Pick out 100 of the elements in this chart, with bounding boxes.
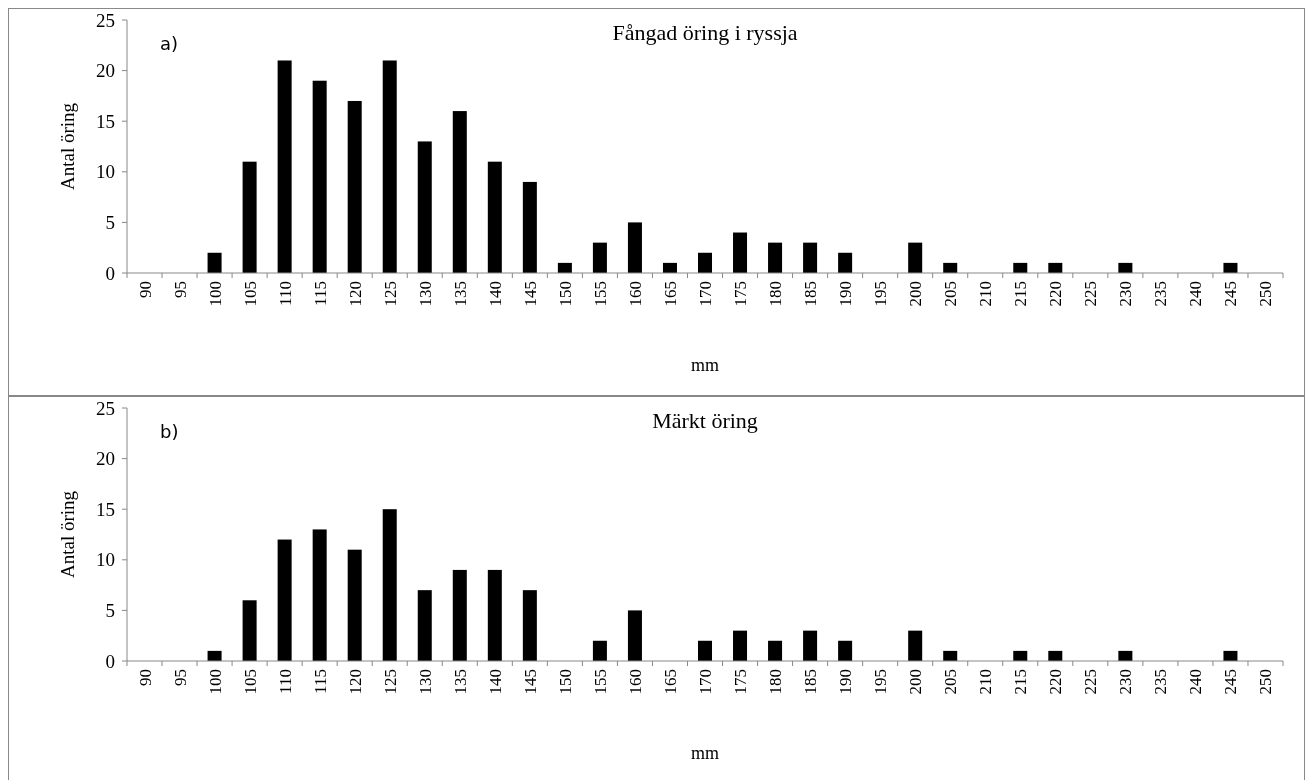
x-tick-label: 95 — [170, 281, 190, 298]
x-tick-label: 165 — [660, 281, 680, 307]
y-axis-title: Antal öring — [57, 490, 78, 579]
bar — [838, 252, 853, 273]
x-tick-label: 90 — [135, 281, 155, 298]
x-tick-label: 120 — [345, 669, 365, 695]
x-tick-label: 110 — [275, 669, 295, 694]
bar — [452, 569, 467, 661]
x-tick-label: 190 — [836, 669, 856, 695]
y-tick-label: 15 — [96, 110, 115, 132]
x-tick-label: 140 — [485, 281, 505, 307]
bar — [207, 252, 222, 273]
x-tick-label: 155 — [590, 669, 610, 695]
bar — [522, 590, 537, 661]
x-tick-label: 185 — [801, 669, 821, 695]
x-tick-label: 125 — [380, 669, 400, 695]
x-tick-label: 185 — [801, 281, 821, 307]
x-tick-label: 175 — [731, 281, 751, 307]
y-tick-label: 20 — [96, 448, 115, 470]
x-tick-label: 150 — [555, 281, 575, 307]
x-tick-label: 220 — [1046, 281, 1066, 307]
bar — [312, 529, 327, 661]
bar — [522, 181, 537, 273]
bar — [417, 141, 432, 273]
bar — [242, 600, 257, 661]
x-tick-label: 245 — [1221, 669, 1241, 695]
x-tick-label: 175 — [731, 669, 751, 695]
x-tick-label: 215 — [1011, 281, 1031, 307]
bar — [803, 630, 818, 661]
x-tick-label: 240 — [1186, 669, 1206, 695]
bar — [277, 60, 292, 273]
x-tick-label: 225 — [1081, 669, 1101, 695]
x-tick-label: 235 — [1151, 669, 1171, 695]
bar — [733, 232, 748, 273]
bar — [382, 60, 397, 273]
bar — [312, 80, 327, 273]
bar — [382, 509, 397, 661]
x-tick-label: 190 — [836, 281, 856, 307]
x-tick-label: 100 — [205, 281, 225, 307]
x-tick-label: 200 — [906, 669, 926, 695]
bar — [697, 640, 713, 661]
x-tick-label: 225 — [1081, 281, 1101, 307]
x-tick-label: 215 — [1011, 669, 1031, 695]
y-tick-label: 0 — [105, 262, 115, 284]
x-tick-label: 145 — [520, 281, 540, 307]
x-tick-label: 95 — [170, 669, 190, 686]
x-tick-label: 200 — [906, 281, 926, 307]
bar — [347, 549, 362, 661]
x-tick-label: 115 — [310, 669, 330, 694]
x-tick-label: 250 — [1256, 669, 1276, 695]
x-tick-label: 125 — [380, 281, 400, 307]
x-tick-label: 120 — [345, 281, 365, 307]
x-tick-label: 245 — [1221, 281, 1241, 307]
x-tick-label: 160 — [625, 281, 645, 307]
x-tick-label: 160 — [625, 669, 645, 695]
x-tick-label: 130 — [415, 281, 435, 307]
bar — [277, 539, 292, 661]
x-tick-label: 105 — [240, 669, 260, 695]
bar — [697, 252, 713, 273]
x-tick-label: 230 — [1116, 281, 1136, 307]
bar — [908, 242, 923, 273]
x-tick-label: 135 — [450, 281, 470, 307]
y-tick-label: 25 — [96, 9, 115, 31]
bar — [242, 161, 257, 273]
bar — [627, 610, 642, 661]
y-tick-label: 20 — [96, 60, 115, 82]
x-tick-label: 110 — [275, 281, 295, 306]
x-tick-label: 250 — [1256, 281, 1276, 307]
x-tick-label: 240 — [1186, 281, 1206, 307]
x-tick-label: 170 — [696, 669, 715, 695]
x-tick-label: 170 — [696, 281, 715, 307]
x-tick-label: 140 — [485, 669, 505, 695]
chart-title: Märkt öring — [652, 408, 758, 433]
x-tick-label: 150 — [555, 669, 575, 695]
x-tick-label: 180 — [766, 281, 786, 307]
bar — [487, 569, 502, 661]
bar — [452, 111, 467, 273]
y-tick-label: 0 — [105, 650, 115, 672]
x-axis-title: mm — [690, 743, 720, 763]
bar — [768, 242, 783, 273]
x-tick-label: 155 — [590, 281, 610, 307]
bar — [347, 100, 362, 273]
bar — [838, 640, 853, 661]
x-tick-label: 230 — [1116, 669, 1136, 695]
bar — [768, 640, 783, 661]
bar — [733, 630, 748, 661]
bar — [908, 630, 923, 661]
x-tick-label: 195 — [871, 281, 891, 307]
x-tick-label: 220 — [1046, 669, 1066, 695]
x-tick-label: 205 — [941, 669, 961, 695]
chart-title: Fångad öring i ryssja — [612, 20, 798, 45]
y-tick-label: 5 — [105, 212, 115, 234]
x-tick-label: 210 — [976, 281, 996, 307]
annotation: a) — [160, 33, 179, 54]
x-tick-label: 115 — [310, 281, 330, 306]
y-tick-label: 25 — [96, 397, 115, 419]
bar — [417, 590, 432, 661]
y-tick-label: 15 — [96, 498, 115, 520]
bar — [627, 222, 642, 273]
x-tick-label: 135 — [450, 669, 470, 695]
